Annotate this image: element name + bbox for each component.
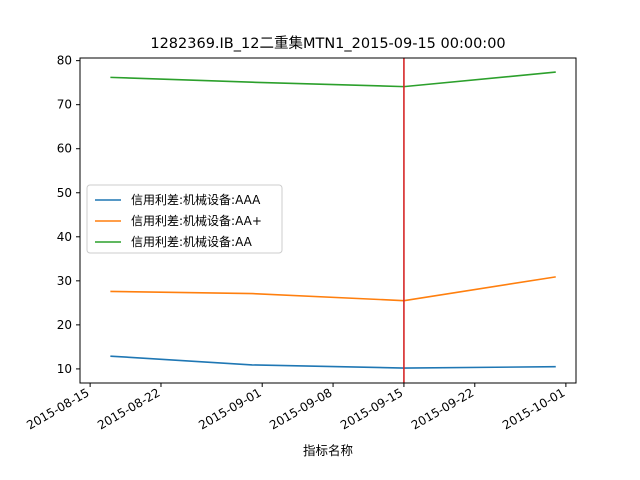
series-line-0 [110,355,556,369]
y-tick-label-2: 30 [57,274,72,288]
y-tick-label-5: 60 [57,142,72,156]
legend-label-2: 信用利差:机械设备:AA [131,234,253,249]
y-tick-label-1: 20 [57,318,72,332]
plot-area [110,58,556,383]
series-line-1 [110,276,556,302]
x-tick-label-3: 2015-09-08 [267,385,334,432]
legend-label-0: 信用利差:机械设备:AAA [131,192,261,207]
legend: 信用利差:机械设备:AAA 信用利差:机械设备:AA+ 信用利差:机械设备:AA [86,184,283,254]
y-tick-label-7: 80 [57,54,72,68]
series-line-2 [110,71,556,88]
x-tick-label-5: 2015-09-22 [409,385,476,432]
x-tick-label-0: 2015-08-15 [24,385,91,432]
y-tick-label-6: 70 [57,98,72,112]
y-tick-label-3: 40 [57,230,72,244]
plot-frame [79,57,577,384]
chart-title: 1282369.IB_12二重集MTN1_2015-09-15 00:00:00 [150,35,505,52]
legend-box [86,184,283,254]
y-tick-label-0: 10 [57,362,72,376]
y-tick-label-4: 50 [57,186,72,200]
x-axis-label: 指标名称 [303,443,353,458]
x-tick-label-2: 2015-09-01 [196,385,263,432]
x-tick-label-6: 2015-10-01 [500,385,567,432]
x-tick-label-1: 2015-08-22 [95,385,162,432]
legend-label-1: 信用利差:机械设备:AA+ [131,213,262,228]
x-tick-label-4: 2015-09-15 [338,385,405,432]
